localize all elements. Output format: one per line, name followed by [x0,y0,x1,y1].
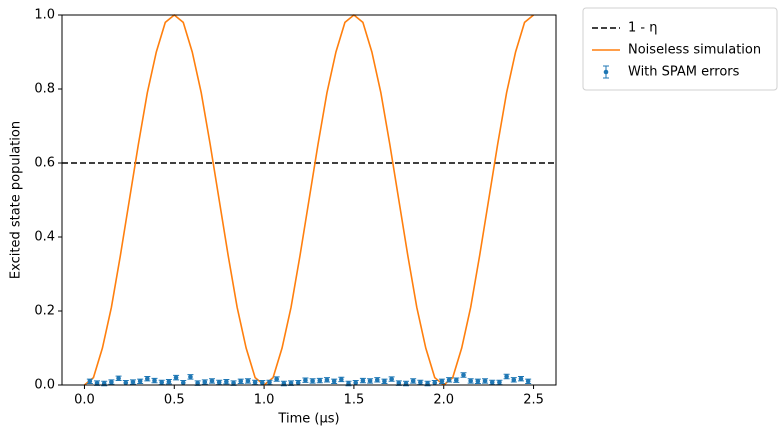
data-point [152,378,157,383]
y-tick-label: 0.8 [34,82,55,97]
data-point [482,378,488,384]
data-point [324,377,330,383]
y-tick-label: 0.6 [34,156,55,171]
data-point [360,378,366,383]
legend-swatch [603,69,609,75]
data-point [173,375,179,380]
y-tick-label: 0.0 [34,378,55,393]
data-point [518,376,524,382]
data-point [159,380,164,385]
data-point [209,378,215,384]
data-point [497,380,502,385]
data-point [116,376,121,381]
data-point [259,380,265,386]
data-point [295,380,301,386]
data-point [511,377,517,383]
x-tick-label: 0.0 [74,393,95,408]
line [83,13,535,387]
data-point [130,379,136,385]
y-tick-label: 0.4 [34,230,55,245]
data-point [353,380,359,386]
data-point [331,379,337,384]
x-tick-label: 2.0 [433,393,454,408]
data-point [94,380,100,386]
data-point [367,378,373,384]
data-point [238,379,244,384]
data-point [446,377,452,383]
data-point [310,378,315,384]
data-point [389,376,394,382]
data-point [166,379,172,384]
data-point [461,372,466,378]
y-tick-label: 1.0 [34,8,55,23]
data-point [489,380,495,385]
data-point [382,379,387,384]
data-point [475,379,481,384]
data-point [231,380,236,386]
x-axis-label: Time (μs) [277,412,339,427]
x-tick-label: 2.5 [523,393,544,408]
y-axis-label: Excited state population [9,121,24,279]
data-point [317,378,323,383]
data-point [188,374,193,380]
data-point [432,380,438,386]
x-tick-label: 0.5 [164,393,185,408]
data-point [525,379,531,384]
data-point [109,379,114,385]
data-point [339,377,344,382]
data-point [195,380,200,386]
data-point [454,377,459,383]
plot-frame [61,14,557,386]
data-point [396,380,402,386]
x-tick-label: 1.0 [254,393,275,408]
data-point [418,380,423,385]
legend-box [582,7,778,91]
legend-label: 1 - η [628,21,657,36]
data-point [252,380,258,385]
data-point [123,380,129,386]
data-point [274,376,279,382]
legend-label: Noiseless simulation [628,43,761,58]
x-tick-label: 1.5 [344,393,365,408]
legend-label: With SPAM errors [628,65,740,80]
data-point [87,379,93,384]
data-point [439,379,445,384]
data-point [137,379,143,384]
data-point [216,380,222,385]
y-tick-label: 0.2 [34,304,55,319]
data-point [267,380,272,385]
data-point [180,380,186,386]
data-point [303,377,308,383]
data-point [145,376,150,382]
data-point [468,378,473,384]
data-point [504,374,509,379]
data-point [245,378,251,384]
data-point [288,380,294,386]
data-point [374,377,380,383]
data-point [202,379,208,385]
data-point [410,378,416,384]
data-point [224,379,229,384]
